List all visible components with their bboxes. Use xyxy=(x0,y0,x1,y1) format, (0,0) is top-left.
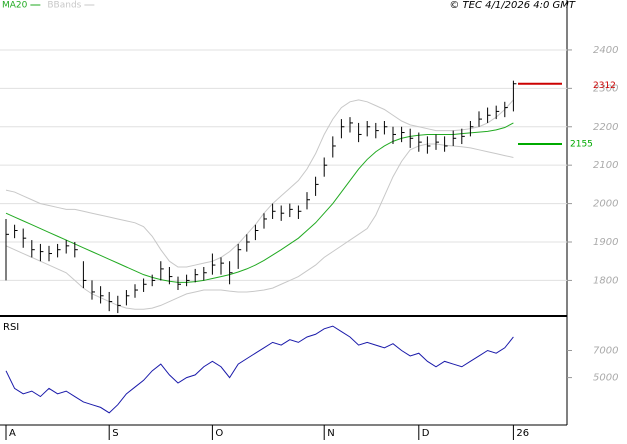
y-tick-label: 2100 xyxy=(593,160,618,171)
y-tick-label: 7000 xyxy=(593,346,618,357)
x-tick-label: S xyxy=(112,428,118,439)
y-tick-label: 1800 xyxy=(593,275,618,286)
x-tick-label: O xyxy=(215,428,223,439)
y-tick-label: 2000 xyxy=(593,199,618,210)
y-tick-label: 5000 xyxy=(593,373,618,384)
x-tick-label: N xyxy=(327,428,334,439)
y-tick-label: 2200 xyxy=(593,122,618,133)
legend-label: MA20 xyxy=(2,1,28,11)
y-tick-label: 2400 xyxy=(593,45,618,56)
x-tick-label: A xyxy=(9,428,16,439)
bollinger-upper xyxy=(5,99,514,268)
price-marker-label: 2155 xyxy=(570,140,593,150)
y-tick-label: 1900 xyxy=(593,237,618,248)
x-tick-label: D xyxy=(422,428,430,439)
rsi-line xyxy=(5,325,514,414)
source: © TEC 4/1/2026 4:0 GMT xyxy=(449,0,576,11)
y-tick-label: 2300 xyxy=(593,83,618,94)
bollinger-lower xyxy=(5,143,514,310)
x-tick-label: 26 xyxy=(516,428,529,439)
ma-line xyxy=(5,122,514,283)
price-marker-label: 2312 xyxy=(593,81,616,91)
legend-label: BBands xyxy=(47,1,81,11)
panel-title: RSI xyxy=(3,322,19,333)
